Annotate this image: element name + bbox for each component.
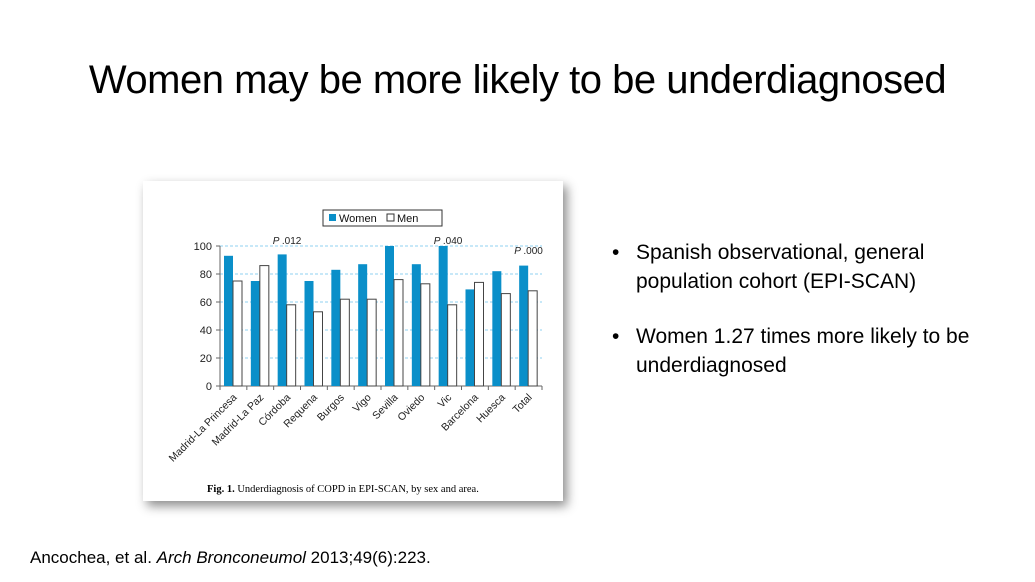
p-value-annotation: P .012 (273, 236, 302, 247)
bar-men (527, 290, 538, 387)
y-tick-label: 20 (200, 353, 212, 365)
x-tick-label: Oviedo (395, 392, 427, 424)
x-tick-label: Vigo (350, 392, 373, 415)
citation: Ancochea, et al. Arch Bronconeumol 2013;… (30, 548, 431, 568)
chart-figure: 0 20 40 60 80 100 Madrid-La Princesa Madrid-La … (143, 181, 563, 501)
bullet-text: Spanish observational, general populatio… (636, 241, 925, 293)
p-value-annotation: P .040 (434, 236, 463, 247)
bar-men (420, 283, 431, 387)
citation-ref: 2013;49(6):223. (305, 548, 431, 567)
caption-label: Fig. 1. (207, 484, 235, 495)
legend-swatch-men (386, 213, 395, 222)
bar-men (232, 280, 243, 387)
bullet-icon: • (612, 241, 620, 264)
slide-title: Women may be more likely to be underdiag… (88, 58, 947, 102)
bar-women (465, 289, 475, 386)
p-value-annotation: P .000 (514, 246, 543, 257)
x-tick-label: Total (511, 392, 535, 416)
bullet-icon: • (612, 325, 620, 348)
bar-women (358, 264, 368, 386)
x-tick-label: Burgos (315, 392, 347, 424)
bar-men (447, 304, 458, 387)
citation-journal: Arch Bronconeumol (156, 548, 306, 567)
bar-men (286, 304, 297, 387)
bar-men (500, 293, 511, 387)
y-tick-label: 40 (200, 325, 212, 337)
citation-authors: Ancochea, et al. (30, 548, 157, 567)
bar-men (339, 298, 350, 387)
legend (322, 209, 443, 227)
x-tick-label: Huesca (474, 392, 508, 426)
bar-women (385, 246, 394, 386)
legend-swatch-women (329, 214, 336, 221)
legend-label-men: Men (397, 213, 418, 225)
x-tick-label: Sevilla (370, 392, 400, 422)
bar-women (304, 281, 314, 386)
bar-women (224, 255, 233, 386)
bullet-item: • Spanish observational, general populati… (612, 238, 992, 296)
y-tick-label: 60 (200, 297, 212, 309)
y-tick-label: 100 (194, 241, 212, 253)
bar-women (331, 269, 341, 386)
bar-women (411, 264, 421, 386)
bar-men (313, 311, 323, 387)
bar-women (492, 271, 502, 386)
bar-men (393, 279, 404, 387)
bar-men (474, 281, 484, 387)
figure-caption: Fig. 1. Underdiagnosis of COPD in EPI-SC… (207, 484, 479, 495)
bar-women (277, 254, 287, 386)
bullet-list: • Spanish observational, general populati… (612, 238, 992, 406)
bullet-item: • Women 1.27 times more likely to be unde… (612, 322, 992, 380)
caption-text: Underdiagnosis of COPD in EPI-SCAN, by s… (234, 484, 479, 495)
bar-men (366, 298, 377, 387)
bar-women (519, 265, 529, 386)
bullet-text: Women 1.27 times more likely to be under… (636, 325, 970, 377)
bar-women (250, 281, 260, 386)
legend-label-women: Women (339, 213, 377, 225)
y-tick-label: 80 (200, 269, 212, 281)
bar-women (438, 246, 448, 386)
x-tick-label: Vic (436, 392, 455, 411)
bar-men (259, 265, 270, 387)
y-tick-label: 0 (206, 381, 212, 393)
